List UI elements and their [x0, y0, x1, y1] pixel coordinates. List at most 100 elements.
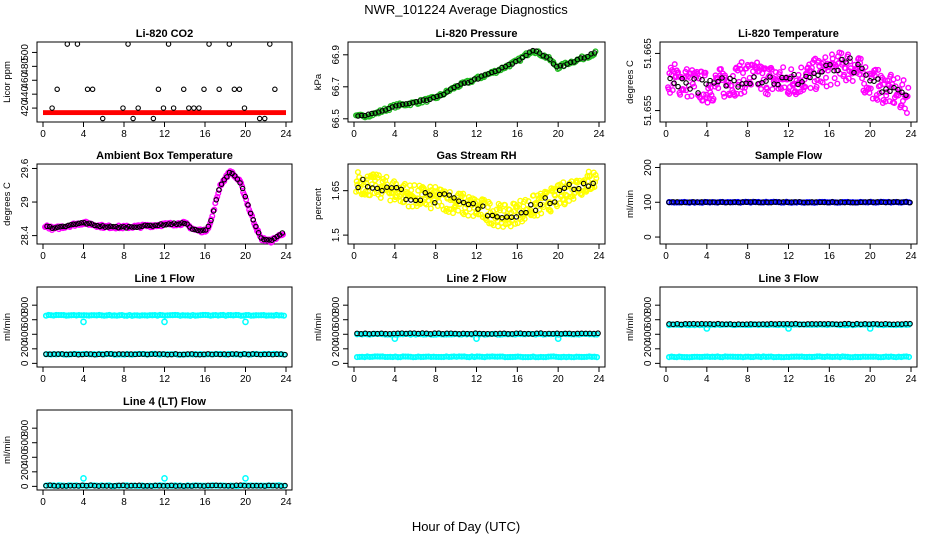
x-tick-label: 16	[199, 251, 211, 262]
data-point	[130, 115, 136, 122]
y-tick-label: 1.65	[331, 180, 342, 200]
data-point	[379, 187, 385, 194]
x-tick-label: 0	[351, 374, 357, 385]
x-tick-label: 12	[783, 374, 795, 385]
data-point	[699, 97, 706, 104]
y-tick-label: 200	[20, 340, 31, 357]
data-point	[585, 183, 592, 189]
data-point	[375, 172, 382, 179]
data-point	[822, 74, 829, 81]
data-point	[729, 72, 736, 79]
x-tick-label: 4	[704, 374, 710, 385]
data-point	[142, 222, 148, 228]
data-point	[65, 222, 71, 229]
y-tick-label: 200	[643, 340, 654, 357]
y-tick-label: 400	[20, 448, 31, 465]
data-point	[456, 198, 462, 204]
outlier-point	[242, 475, 249, 482]
x-tick-label: 20	[553, 251, 565, 262]
data-point	[97, 223, 103, 230]
chart-panel-pressure: Li-820 Pressure kPa 0 4 8 12 16 20 24 66.5 66.7 66.…	[313, 28, 606, 140]
data-point	[196, 105, 202, 111]
data-point	[489, 212, 496, 219]
data-point	[105, 224, 111, 230]
data-point	[171, 220, 177, 226]
data-point	[851, 69, 857, 76]
data-point	[522, 196, 529, 203]
data-point	[192, 226, 198, 233]
data-point	[536, 50, 543, 56]
data-point	[170, 105, 177, 111]
y-axis-label: ml/min	[313, 313, 324, 341]
data-point	[272, 86, 278, 93]
data-point	[591, 50, 598, 56]
y-tick-label: 100	[643, 193, 654, 210]
data-point	[523, 52, 529, 59]
data-point	[471, 76, 478, 82]
y-tick-label: 200	[20, 463, 31, 480]
data-point	[408, 187, 415, 194]
data-point	[528, 201, 534, 208]
chart-panel-line1: Line 1 Flow ml/min 0 4 8 12 16 20 24 0 20040060080…	[2, 273, 293, 385]
y-axis-label: ml/min	[625, 190, 636, 218]
data-point	[49, 105, 55, 111]
x-tick-label: 24	[593, 374, 605, 385]
data-point	[887, 71, 894, 78]
data-point	[499, 64, 505, 71]
data-point	[738, 59, 745, 66]
data-point	[354, 169, 361, 176]
data-point	[102, 224, 108, 230]
data-point	[751, 74, 757, 80]
data-point	[786, 91, 793, 98]
data-point	[266, 237, 272, 243]
panel-title: Gas Stream RH	[436, 150, 516, 162]
data-point	[401, 180, 408, 187]
data-point	[488, 69, 495, 76]
data-point	[360, 176, 366, 183]
data-point	[128, 224, 135, 230]
data-point	[719, 75, 725, 81]
x-tick-label: 0	[351, 251, 357, 262]
chart-panel-ltemp: Li-820 Temperature degrees C 0 4 8 12 16 20 24 51…	[625, 28, 918, 140]
data-point	[727, 75, 733, 82]
data-point	[150, 223, 156, 229]
y-tick-label: 400	[643, 325, 654, 342]
data-point	[835, 67, 841, 74]
data-point	[691, 76, 697, 82]
data-point	[591, 353, 598, 360]
data-point	[202, 227, 209, 233]
data-point	[540, 53, 546, 59]
outlier-point	[80, 475, 87, 482]
x-tick-label: 16	[512, 129, 524, 140]
data-point	[859, 65, 865, 72]
panel-title: Sample Flow	[755, 150, 823, 162]
data-point	[707, 77, 713, 84]
data-point	[253, 223, 259, 230]
data-point	[49, 225, 56, 232]
data-point	[903, 92, 909, 98]
y-tick-label: 51.665	[643, 38, 654, 69]
data-point	[871, 72, 878, 79]
x-tick-label: 8	[121, 497, 127, 508]
data-point	[420, 97, 426, 103]
data-point	[859, 75, 866, 82]
data-point	[886, 98, 893, 105]
data-point	[683, 66, 690, 73]
data-point	[883, 86, 889, 92]
x-tick-label: 20	[553, 374, 565, 385]
x-tick-label: 0	[663, 374, 669, 385]
data-point	[405, 203, 412, 210]
data-point	[677, 91, 684, 98]
data-point	[176, 221, 182, 227]
panel-title: Line 4 (LT) Flow	[123, 396, 206, 408]
data-point	[139, 223, 145, 230]
data-point	[788, 66, 795, 73]
x-tick-label: 16	[512, 374, 524, 385]
data-point	[393, 103, 399, 109]
data-point	[135, 105, 141, 111]
data-point	[241, 105, 248, 111]
data-point	[875, 66, 882, 73]
x-tick-label: 8	[433, 129, 439, 140]
data-point	[125, 41, 131, 47]
data-point	[747, 80, 753, 87]
